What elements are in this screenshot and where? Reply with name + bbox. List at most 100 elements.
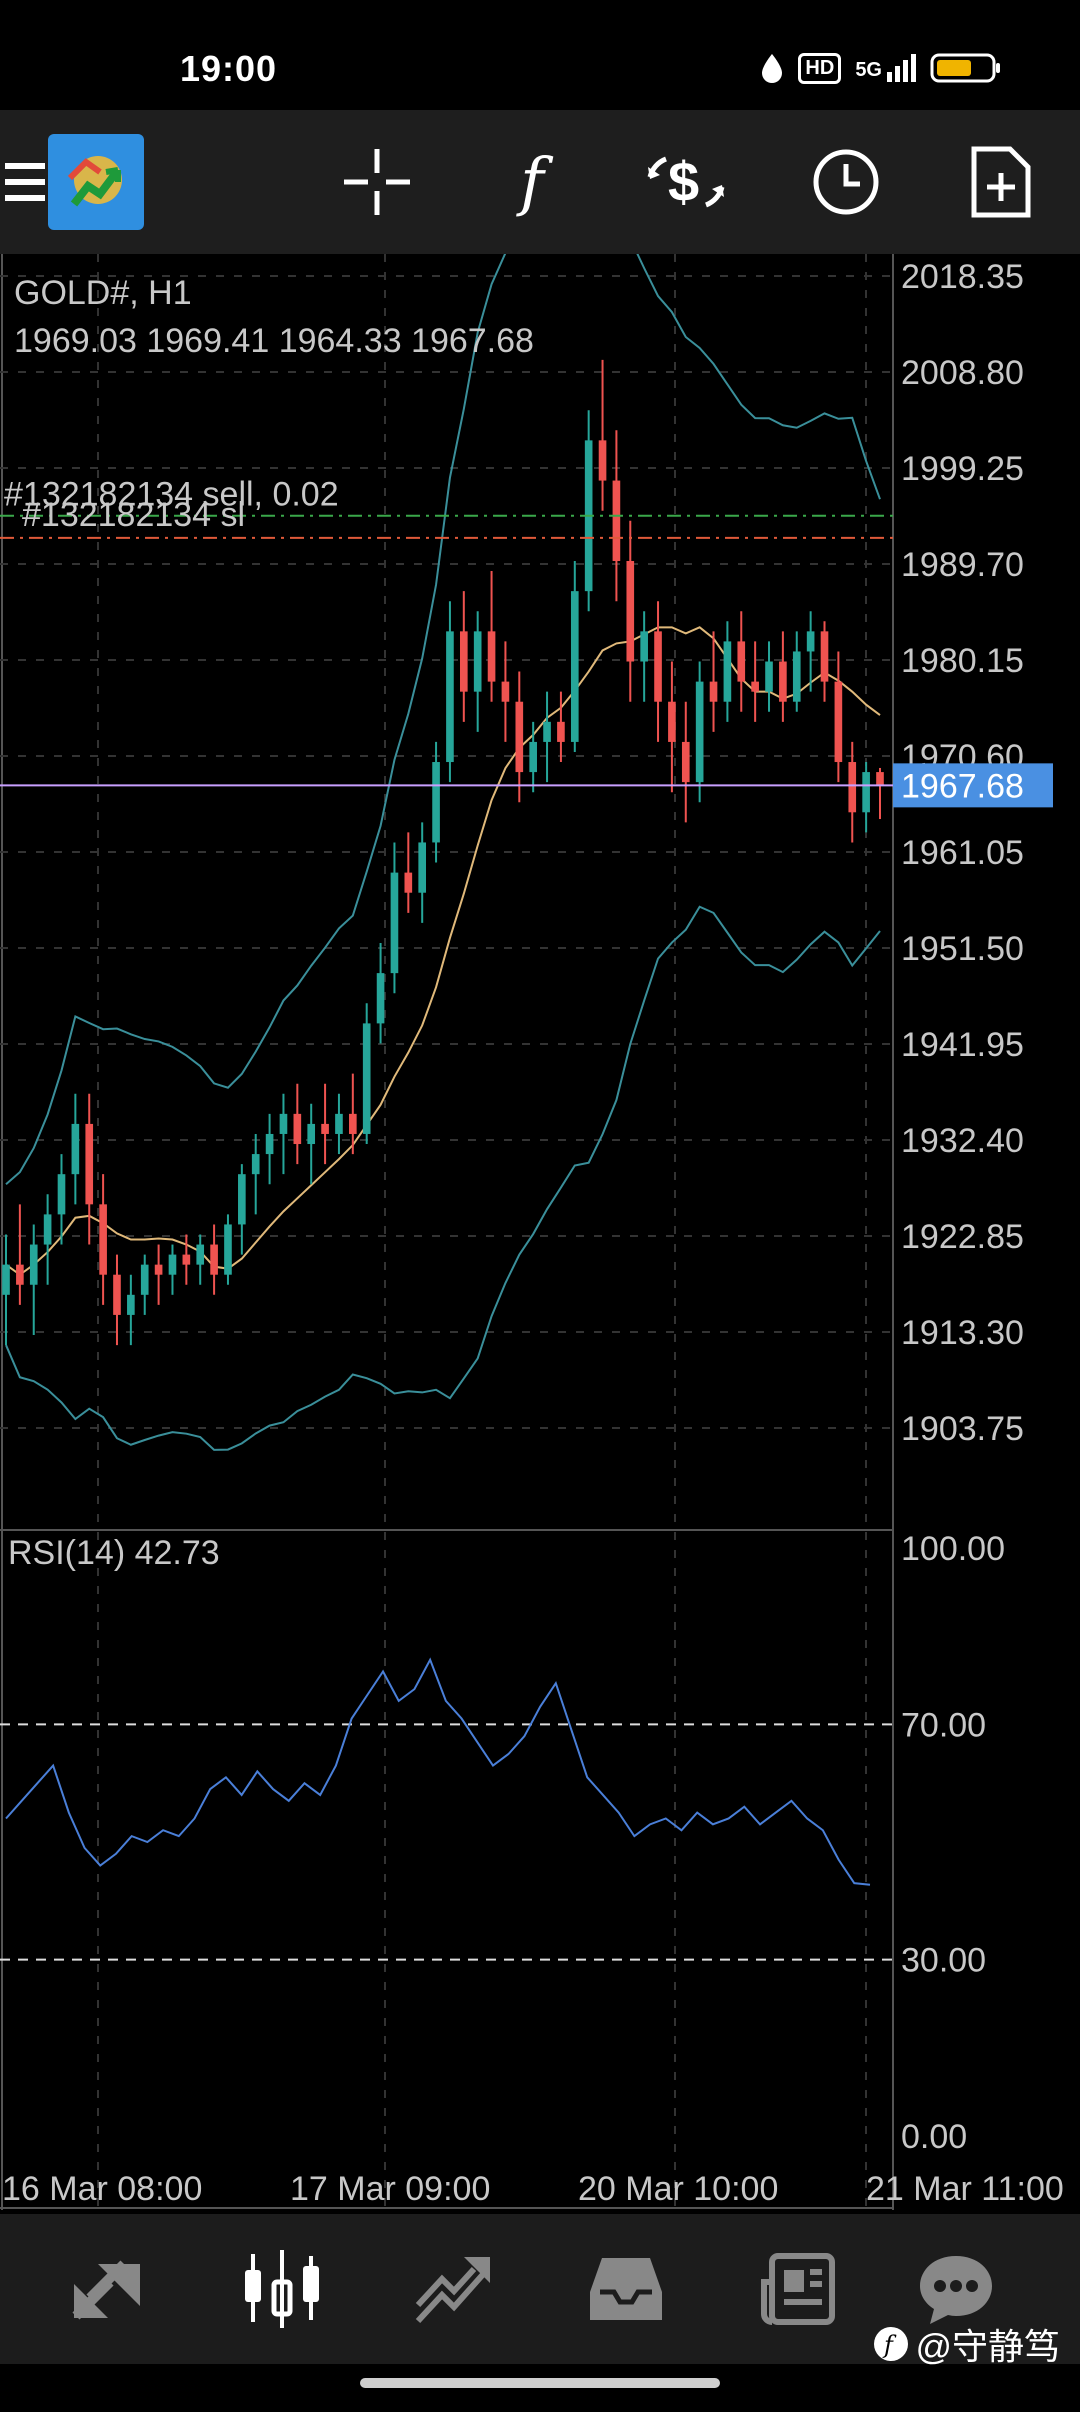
lower-band-line	[5, 905, 881, 1451]
price-chart[interactable]: 2018.352008.801999.251989.701980.151970.…	[0, 254, 1080, 2214]
hd-icon: HD	[798, 52, 842, 84]
time-tick-label: 20 Mar 10:00	[578, 2170, 778, 2208]
svg-text:$: $	[668, 150, 699, 213]
candle-body	[432, 762, 440, 843]
candle-body	[16, 1264, 24, 1285]
rsi-tick-label: 0.00	[901, 2118, 967, 2156]
candle-body	[820, 631, 829, 682]
watermark-text: @守静笃	[915, 2326, 1060, 2367]
candle-body	[737, 641, 746, 682]
chart-area[interactable]: 2018.35 2008.80 1999.25 1989.70 1980.15 1970.…	[0, 254, 1080, 2214]
candle-body	[307, 1123, 316, 1145]
price-tick-label: 2018.35	[901, 258, 1024, 296]
watermark: f @守静笃	[873, 2318, 1060, 2370]
5g-signal-icon: 5G	[855, 54, 916, 82]
candle-body	[404, 872, 413, 893]
candle-body	[29, 1244, 38, 1285]
time-tick-label: 17 Mar 09:00	[290, 2170, 490, 2208]
upper-band-line	[5, 254, 881, 1185]
candle-body	[210, 1244, 218, 1275]
current-price-label: 1967.68	[901, 767, 1024, 805]
battery-icon	[930, 53, 1000, 83]
rsi-tick-label: 70.00	[901, 1706, 986, 1744]
moving-average-line	[5, 626, 881, 1276]
crosshair-button[interactable]	[327, 130, 427, 234]
candle-body	[876, 772, 884, 786]
candle-body	[376, 973, 385, 1024]
candle-body	[168, 1254, 177, 1275]
crosshair-icon	[344, 149, 410, 215]
candle-body	[723, 641, 732, 702]
candle-body	[529, 741, 537, 773]
nav-chart[interactable]	[227, 2244, 337, 2334]
top-toolbar: f $	[0, 110, 1080, 254]
candle-body	[154, 1264, 163, 1275]
price-tick-label: 1941.95	[901, 1026, 1024, 1064]
candle-body	[390, 872, 399, 974]
candle-body	[654, 631, 662, 702]
metatrader-logo-icon	[48, 134, 144, 230]
candle-body	[224, 1224, 232, 1275]
ohlc-values: 1969.03 1969.41 1964.33 1967.68	[14, 322, 534, 360]
nav-quotes[interactable]	[55, 2244, 165, 2334]
chart-icon	[245, 2250, 319, 2328]
network-label: 5G	[855, 59, 882, 81]
candle-body	[85, 1123, 94, 1205]
new-order-button[interactable]	[951, 130, 1051, 234]
menu-button[interactable]	[0, 130, 80, 234]
stop-loss-label: #132182134 sl	[22, 496, 245, 534]
home-indicator[interactable]	[360, 2378, 720, 2388]
nav-news[interactable]	[743, 2244, 853, 2334]
current-price-badge	[893, 763, 1053, 808]
time-tick-label: 21 Mar 11:00	[866, 2170, 1064, 2208]
status-bar: 19:00 HD 5G	[0, 0, 1080, 110]
candle-body	[612, 480, 621, 561]
candle-body	[335, 1113, 343, 1134]
candle-body	[598, 440, 607, 481]
nav-trade[interactable]	[399, 2244, 509, 2334]
water-drop-icon	[762, 54, 783, 83]
price-tick-label: 1980.15	[901, 642, 1024, 680]
candle-body	[321, 1123, 329, 1134]
price-tick-label: 2008.80	[901, 354, 1024, 392]
candle-body	[834, 681, 843, 763]
sell-order-label: #132182134 sell, 0.02	[4, 476, 339, 514]
candle-body	[182, 1254, 191, 1265]
candle-body	[349, 1113, 357, 1134]
candle-body	[501, 681, 510, 702]
candle-body	[515, 701, 524, 773]
rsi-tick-label: 100.00	[901, 1530, 1005, 1568]
menu-icon	[5, 163, 45, 201]
candle-body	[446, 631, 454, 763]
app-logo[interactable]	[48, 134, 144, 230]
candle-body	[557, 721, 565, 742]
clock-icon	[813, 149, 879, 215]
candle-body	[487, 631, 496, 682]
candle-body	[806, 631, 815, 652]
candle-body	[668, 701, 676, 742]
candle-body	[2, 1264, 10, 1295]
candle-body	[765, 661, 773, 692]
rsi-label: RSI(14) 42.73	[8, 1534, 220, 1572]
candle-body	[71, 1123, 80, 1175]
candle-body	[251, 1154, 260, 1175]
candle-body	[57, 1174, 66, 1215]
timeframe-button[interactable]	[796, 130, 896, 234]
candle-body	[99, 1204, 107, 1275]
trade-button[interactable]: $	[636, 130, 736, 234]
candle-body	[709, 681, 718, 702]
quotes-icon	[72, 2260, 140, 2320]
status-icons: HD 5G	[760, 52, 1002, 84]
candle-body	[681, 741, 690, 783]
price-tick-label: 1961.05	[901, 834, 1024, 872]
news-icon	[761, 2253, 835, 2325]
trade-icon	[415, 2257, 490, 2324]
indicators-button[interactable]: f	[482, 130, 582, 234]
history-icon	[590, 2258, 662, 2320]
candle-body	[127, 1294, 135, 1315]
nav-messages[interactable]	[901, 2244, 1011, 2334]
candle-body	[570, 591, 579, 742]
nav-history[interactable]	[571, 2244, 681, 2334]
weibo-logo-icon: f	[874, 2327, 909, 2361]
price-tick-label: 1903.75	[901, 1410, 1024, 1448]
